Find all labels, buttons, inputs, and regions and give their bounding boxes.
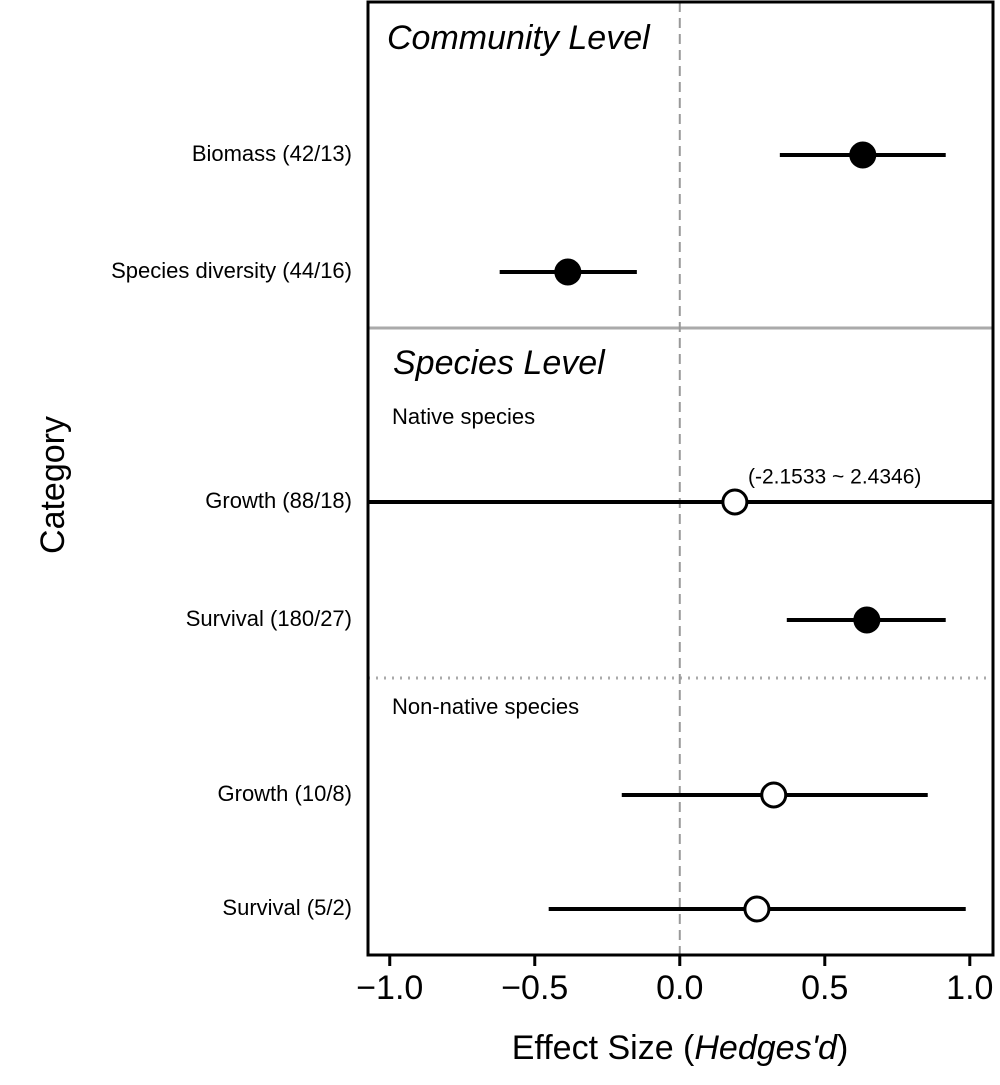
x-tick-label: 0.0 [656, 969, 703, 1007]
section-label: Community Level [387, 19, 651, 57]
point-estimate [853, 606, 881, 634]
plot-area [368, 141, 993, 923]
x-axis-title-part: Hedges'd [694, 1029, 838, 1067]
x-axis-title-part: ) [837, 1029, 848, 1067]
x-tick-label: 1.0 [946, 969, 993, 1007]
x-tick-label: −0.5 [501, 969, 568, 1007]
point-estimate [721, 488, 749, 516]
point-estimate [849, 141, 877, 169]
y-tick-label: Growth (10/8) [218, 781, 353, 806]
section-label: Species Level [393, 344, 606, 382]
point-estimate [760, 781, 788, 809]
point-estimate [743, 895, 771, 923]
x-tick-label: −1.0 [356, 969, 423, 1007]
y-tick-label: Survival (180/27) [186, 606, 352, 631]
group-label: Non-native species [392, 694, 579, 719]
x-tick-label: 0.5 [801, 969, 848, 1007]
x-axis-title-part: Effect Size ( [512, 1029, 695, 1067]
point-estimate [554, 258, 582, 286]
y-tick-label: Survival (5/2) [222, 895, 352, 920]
y-tick-label: Species diversity (44/16) [111, 258, 352, 283]
y-tick-label: Growth (88/18) [205, 488, 352, 513]
y-axis-title: Category [34, 416, 72, 554]
annotation: (-2.1533 ~ 2.4346) [748, 466, 921, 489]
y-tick-label: Biomass (42/13) [192, 141, 352, 166]
plot-frame [366, 0, 995, 957]
x-axis-title: Effect Size (Hedges'd) [512, 1029, 849, 1067]
group-label: Native species [392, 404, 535, 429]
